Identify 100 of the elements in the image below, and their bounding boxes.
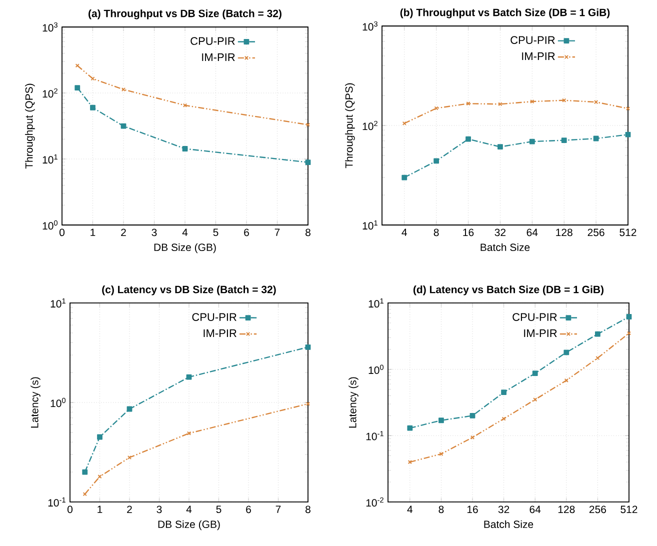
- point: [127, 455, 132, 460]
- x-tick-label: 6: [244, 228, 249, 236]
- x-tick-label: 2: [127, 506, 132, 514]
- point: [182, 146, 188, 152]
- point: [121, 87, 126, 92]
- point: [530, 100, 534, 104]
- x-tick-label: 16: [463, 228, 474, 236]
- legend-label: CPU-PIR: [192, 313, 236, 321]
- point: [532, 370, 538, 376]
- x-tick-label: 16: [467, 506, 478, 514]
- legend-label: CPU-PIR: [512, 313, 557, 321]
- y-tick-label: 10$^{2}$: [42, 88, 58, 98]
- point: [498, 144, 503, 150]
- y-tick-label: 10$^{0}$: [368, 364, 384, 374]
- y-tick-label: 10$^{0}$: [42, 220, 58, 230]
- y-tick-label: 10$^{3}$: [42, 22, 58, 32]
- point: [305, 344, 311, 350]
- x-tick-label: 5: [213, 228, 218, 236]
- x-tick-label: 32: [498, 506, 510, 514]
- point: [434, 106, 438, 110]
- point: [529, 138, 535, 144]
- y-tick-label: 10$^{1}$: [50, 298, 66, 308]
- legend-label: IM-PIR: [522, 52, 555, 60]
- x-axis-title: DB Size (GB): [158, 520, 220, 530]
- chart-title: (a) Throughput vs DB Size (Batch = 32): [88, 9, 282, 20]
- point: [501, 390, 506, 396]
- chart-title: (d) Latency vs Batch Size (DB = 1 GiB): [413, 286, 604, 296]
- point: [626, 106, 630, 111]
- x-tick-label: 64: [530, 506, 541, 514]
- y-axis-title: Latency (s): [348, 377, 358, 428]
- legend-label: CPU-PIR: [190, 37, 235, 45]
- legend-label: IM-PIR: [204, 329, 236, 337]
- y-axis-title: Throughput (QPS): [25, 84, 35, 169]
- x-tick-label: 4: [402, 228, 407, 236]
- y-tick-label: 10$^{1}$: [362, 220, 378, 230]
- point: [74, 85, 80, 90]
- x-tick-label: 2: [121, 228, 126, 236]
- point: [561, 138, 567, 143]
- y-tick-label: 10$^{-2}$: [366, 497, 384, 507]
- x-tick-label: 256: [589, 506, 606, 514]
- x-tick-label: 8: [434, 228, 439, 236]
- y-tick-label: 10$^{2}$: [362, 120, 378, 130]
- chart-title: (c) Latency vs DB Size (Batch = 32): [102, 286, 276, 296]
- x-tick-label: 5: [216, 506, 222, 514]
- y-tick-label: 10$^{-1}$: [366, 431, 384, 440]
- x-axis-title: DB Size (GB): [154, 243, 216, 254]
- x-tick-label: 0: [59, 228, 65, 236]
- point: [186, 431, 192, 436]
- y-tick-label: 10$^{1}$: [368, 298, 384, 308]
- legend-label: IM-PIR: [202, 53, 235, 61]
- x-tick-label: 3: [152, 228, 157, 236]
- point: [594, 331, 600, 337]
- point: [564, 350, 570, 356]
- x-tick-label: 1: [98, 506, 102, 513]
- point: [186, 374, 192, 380]
- x-axis-title: Batch Size: [484, 520, 534, 528]
- x-tick-label: 4: [182, 228, 188, 236]
- x-tick-label: 512: [620, 506, 638, 514]
- y-tick-label: 10$^{3}$: [362, 21, 378, 31]
- point: [97, 434, 102, 440]
- x-tick-label: 8: [306, 228, 310, 236]
- x-tick-label: 8: [306, 506, 310, 514]
- x-tick-label: 128: [558, 506, 575, 514]
- point: [120, 123, 126, 129]
- point: [625, 132, 631, 138]
- point: [90, 104, 96, 110]
- point: [438, 418, 444, 424]
- point: [502, 416, 506, 421]
- point: [498, 102, 502, 106]
- point: [407, 425, 413, 431]
- x-tick-label: 3: [156, 506, 162, 514]
- x-tick-label: 6: [246, 506, 251, 514]
- point: [626, 314, 632, 320]
- point: [564, 378, 568, 382]
- point: [594, 100, 598, 104]
- y-tick-label: 10$^{0}$: [50, 398, 66, 408]
- y-tick-label: 10$^{-1}$: [48, 497, 66, 507]
- x-tick-label: 128: [556, 228, 572, 236]
- chart-title: (b) Throughput vs Batch Size (DB = 1 GiB): [400, 8, 610, 18]
- point: [470, 412, 476, 418]
- point: [408, 460, 412, 464]
- x-tick-label: 0: [67, 506, 73, 514]
- x-tick-label: 4: [186, 506, 192, 513]
- x-tick-label: 4: [407, 506, 413, 513]
- point: [82, 469, 88, 475]
- x-tick-label: 512: [620, 228, 636, 236]
- legend-label: CPU-PIR: [510, 36, 555, 44]
- legend-label: IM-PIR: [524, 329, 557, 337]
- x-axis-title: Batch Size: [480, 243, 530, 252]
- point: [402, 174, 408, 180]
- y-axis-title: Throughput (QPS): [345, 83, 355, 168]
- x-tick-label: 32: [494, 228, 506, 236]
- point: [305, 160, 311, 166]
- point: [533, 398, 538, 402]
- point: [434, 158, 440, 164]
- point: [306, 402, 310, 406]
- x-tick-label: 7: [274, 228, 280, 236]
- y-axis-title: Latency (s): [30, 377, 40, 428]
- point: [470, 435, 475, 440]
- x-tick-label: 64: [526, 228, 538, 236]
